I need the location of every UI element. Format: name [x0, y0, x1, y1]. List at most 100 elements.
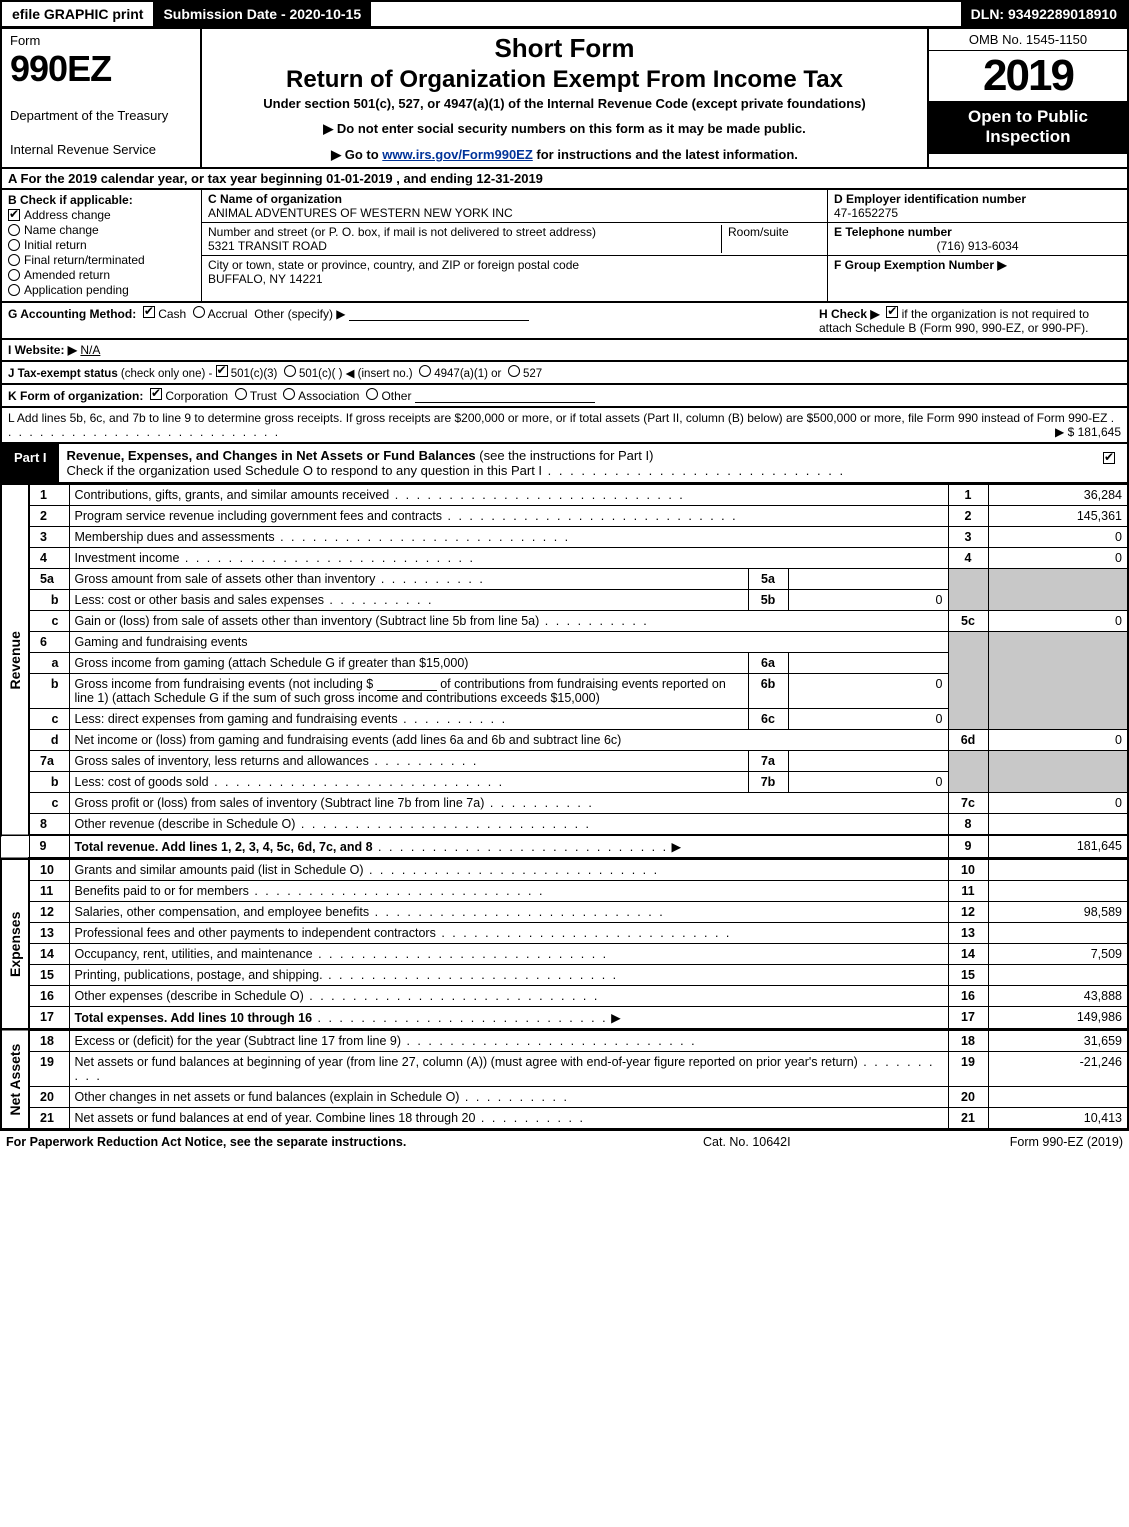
d-6: Gaming and fundraising events	[75, 635, 248, 649]
chk-name-change[interactable]	[8, 224, 20, 236]
ln-17: 17	[29, 1007, 69, 1030]
c-addr2-lbl: City or town, state or province, country…	[208, 258, 579, 272]
chk-application-pending[interactable]	[8, 284, 20, 296]
part1-sub: Check if the organization used Schedule …	[67, 463, 543, 478]
note-post: for instructions and the latest informat…	[533, 147, 798, 162]
chk-address-change[interactable]	[8, 209, 20, 221]
ln-20: 20	[29, 1087, 69, 1108]
ln-6b: b	[29, 674, 69, 709]
6b-blank[interactable]	[377, 677, 437, 691]
sv-6c: 0	[788, 709, 948, 730]
v-4: 0	[988, 548, 1128, 569]
d-lbl: D Employer identification number	[834, 192, 1026, 206]
i-lbl: I Website: ▶	[8, 343, 77, 357]
d-17: Total expenses. Add lines 10 through 16	[75, 1011, 313, 1025]
ln-15: 15	[29, 965, 69, 986]
rn-14: 14	[948, 944, 988, 965]
d-13: Professional fees and other payments to …	[75, 926, 436, 940]
part1-title: Revenue, Expenses, and Changes in Net As…	[67, 448, 476, 463]
j-501c3: 501(c)(3)	[231, 368, 278, 380]
d-7b: Less: cost of goods sold	[75, 775, 209, 789]
v-13	[988, 923, 1128, 944]
j-note: (check only one) -	[121, 368, 216, 380]
rn-21: 21	[948, 1108, 988, 1130]
section-c: C Name of organization ANIMAL ADVENTURES…	[202, 190, 827, 301]
d-6b-1: Gross income from fundraising events (no…	[75, 677, 374, 691]
d-4: Investment income	[75, 551, 180, 565]
v-5c: 0	[988, 611, 1128, 632]
ln-6: 6	[29, 632, 69, 653]
chk-schedule-o[interactable]	[1103, 452, 1115, 464]
rn-19: 19	[948, 1052, 988, 1087]
top-bar: efile GRAPHIC print Submission Date - 20…	[0, 0, 1129, 29]
irs-link[interactable]: www.irs.gov/Form990EZ	[382, 147, 533, 162]
dln-label: DLN: 93492289018910	[961, 2, 1127, 26]
room-suite-lbl: Room/suite	[728, 225, 789, 239]
d-20: Other changes in net assets or fund bala…	[75, 1090, 460, 1104]
lbl-initial-return: Initial return	[24, 238, 87, 252]
ln-8: 8	[29, 814, 69, 836]
chk-501c3[interactable]	[216, 365, 228, 377]
dept-treasury: Department of the Treasury	[10, 108, 192, 124]
j-4947: 4947(a)(1) or	[434, 368, 501, 380]
l-amount: ▶ $ 181,645	[1055, 425, 1121, 439]
ln-5a: 5a	[29, 569, 69, 590]
ln-2: 2	[29, 506, 69, 527]
ln-3: 3	[29, 527, 69, 548]
footer: For Paperwork Reduction Act Notice, see …	[0, 1130, 1129, 1153]
rn-18: 18	[948, 1030, 988, 1052]
g-other-line[interactable]	[349, 307, 529, 321]
k-trust: Trust	[250, 389, 277, 403]
chk-h[interactable]	[886, 306, 898, 318]
ln-16: 16	[29, 986, 69, 1007]
note-ssn: ▶ Do not enter social security numbers o…	[212, 121, 917, 137]
v-14: 7,509	[988, 944, 1128, 965]
chk-cash[interactable]	[143, 306, 155, 318]
l-text: L Add lines 5b, 6c, and 7b to line 9 to …	[8, 411, 1107, 425]
rn-3: 3	[948, 527, 988, 548]
chk-initial-return[interactable]	[8, 239, 20, 251]
d-7a: Gross sales of inventory, less returns a…	[75, 754, 369, 768]
d-6a: Gross income from gaming (attach Schedul…	[75, 656, 469, 670]
rn-4: 4	[948, 548, 988, 569]
submission-date-button[interactable]: Submission Date - 2020-10-15	[153, 2, 371, 26]
chk-501c[interactable]	[284, 365, 296, 377]
form-word: Form	[10, 33, 192, 48]
chk-assoc[interactable]	[283, 388, 295, 400]
rn-12: 12	[948, 902, 988, 923]
f-lbl: F Group Exemption Number ▶	[834, 258, 1007, 272]
sn-6a: 6a	[748, 653, 788, 674]
chk-accrual[interactable]	[193, 306, 205, 318]
chk-trust[interactable]	[235, 388, 247, 400]
d-1: Contributions, gifts, grants, and simila…	[75, 488, 390, 502]
chk-other-org[interactable]	[366, 388, 378, 400]
lbl-final-return: Final return/terminated	[24, 253, 145, 267]
d-6d: Net income or (loss) from gaming and fun…	[75, 733, 622, 747]
ein-value: 47-1652275	[834, 206, 898, 220]
ln-21: 21	[29, 1108, 69, 1130]
row-j: J Tax-exempt status (check only one) - 5…	[0, 362, 1129, 385]
d-5c: Gain or (loss) from sale of assets other…	[75, 614, 540, 628]
chk-4947[interactable]	[419, 365, 431, 377]
ln-11: 11	[29, 881, 69, 902]
k-other-line[interactable]	[415, 389, 595, 403]
row-l: L Add lines 5b, 6c, and 7b to line 9 to …	[0, 408, 1129, 444]
sv-6a	[788, 653, 948, 674]
chk-527[interactable]	[508, 365, 520, 377]
note-link: ▶ Go to www.irs.gov/Form990EZ for instru…	[212, 147, 917, 163]
chk-amended-return[interactable]	[8, 269, 20, 281]
chk-corp[interactable]	[150, 388, 162, 400]
v-19: -21,246	[988, 1052, 1128, 1087]
lbl-amended-return: Amended return	[24, 268, 110, 282]
section-d-e-f: D Employer identification number 47-1652…	[827, 190, 1127, 301]
note-pre: ▶ Go to	[331, 147, 382, 162]
d-3: Membership dues and assessments	[75, 530, 275, 544]
v-3: 0	[988, 527, 1128, 548]
efile-print-button[interactable]: efile GRAPHIC print	[2, 2, 153, 26]
rn-17: 17	[948, 1007, 988, 1030]
v-17: 149,986	[988, 1007, 1128, 1030]
v-9: 181,645	[988, 835, 1128, 859]
chk-final-return[interactable]	[8, 254, 20, 266]
sv-7b: 0	[788, 772, 948, 793]
rn-15: 15	[948, 965, 988, 986]
